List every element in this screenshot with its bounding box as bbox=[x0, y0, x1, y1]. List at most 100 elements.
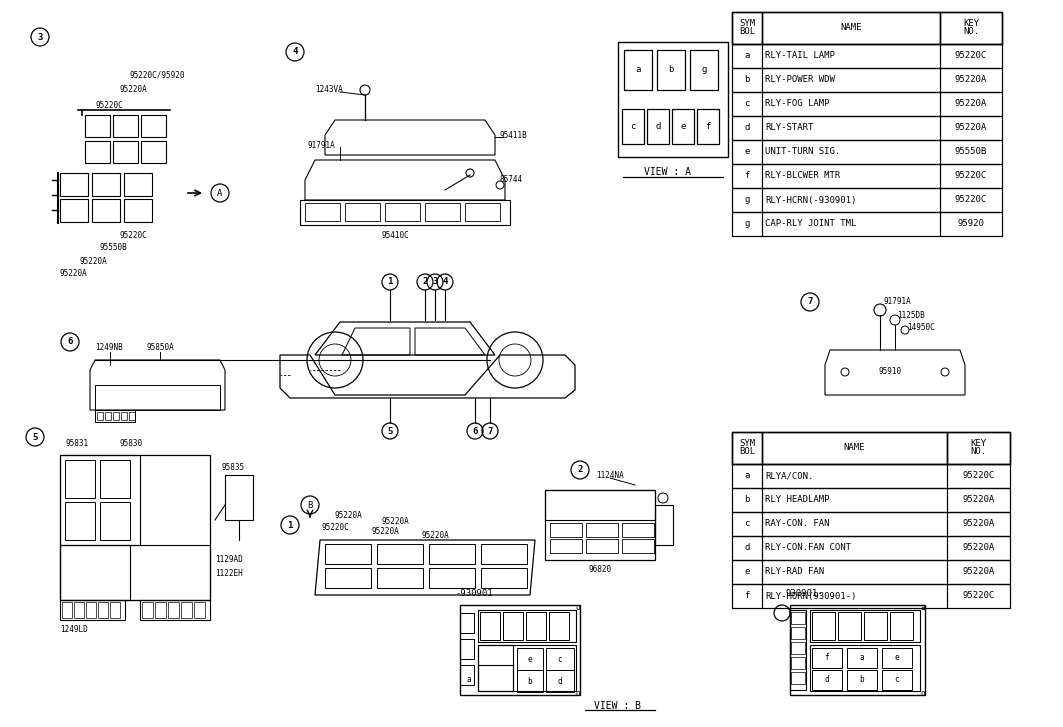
Bar bbox=[940, 116, 1002, 140]
Bar bbox=[732, 464, 762, 488]
Text: 3: 3 bbox=[37, 33, 43, 41]
Bar bbox=[790, 605, 925, 695]
Text: BOL: BOL bbox=[739, 448, 755, 457]
Text: RLY-CON.FAN CONT: RLY-CON.FAN CONT bbox=[765, 544, 851, 553]
Text: 95220C: 95220C bbox=[321, 523, 349, 532]
Bar bbox=[732, 68, 762, 92]
Text: 95220A: 95220A bbox=[962, 520, 995, 529]
Text: 96820: 96820 bbox=[589, 566, 611, 574]
Bar bbox=[732, 432, 1010, 464]
Text: c: c bbox=[558, 654, 562, 664]
Bar bbox=[181, 602, 192, 618]
Text: VIEW : A: VIEW : A bbox=[644, 167, 692, 177]
Bar bbox=[947, 560, 1010, 584]
Bar bbox=[732, 92, 762, 116]
Bar bbox=[480, 544, 527, 564]
Bar bbox=[65, 502, 95, 540]
Text: 95910: 95910 bbox=[878, 368, 901, 377]
Bar bbox=[526, 612, 546, 640]
Bar bbox=[622, 523, 654, 537]
Text: g: g bbox=[702, 65, 707, 74]
Bar bbox=[762, 584, 947, 608]
Text: BOL: BOL bbox=[739, 28, 755, 36]
Bar bbox=[847, 648, 877, 668]
Text: 930901-: 930901- bbox=[784, 588, 823, 598]
Bar bbox=[465, 203, 500, 221]
Text: 1249LD: 1249LD bbox=[60, 625, 88, 635]
Text: 95220C: 95220C bbox=[962, 472, 995, 481]
Bar bbox=[940, 12, 1002, 44]
Bar bbox=[425, 203, 460, 221]
Text: RLY HEADLAMP: RLY HEADLAMP bbox=[765, 496, 829, 505]
Bar bbox=[300, 200, 510, 225]
Bar bbox=[732, 464, 1010, 488]
Bar bbox=[113, 115, 138, 137]
Text: NO.: NO. bbox=[963, 28, 979, 36]
Text: 6: 6 bbox=[67, 337, 72, 347]
Text: 1125DB: 1125DB bbox=[897, 310, 925, 319]
Bar bbox=[810, 610, 919, 642]
Bar bbox=[762, 140, 940, 164]
Text: a: a bbox=[921, 603, 925, 611]
Bar bbox=[812, 612, 836, 640]
Bar bbox=[732, 116, 1002, 140]
Bar bbox=[622, 539, 654, 553]
Text: NO.: NO. bbox=[971, 448, 986, 457]
Text: g: g bbox=[744, 220, 749, 228]
Text: NAME: NAME bbox=[844, 443, 865, 452]
Bar bbox=[92, 173, 120, 196]
Bar bbox=[124, 173, 152, 196]
Bar bbox=[940, 140, 1002, 164]
Bar bbox=[732, 140, 1002, 164]
Bar bbox=[732, 584, 762, 608]
Bar bbox=[732, 584, 1010, 608]
Text: 1129AD: 1129AD bbox=[215, 555, 242, 564]
Text: 95830: 95830 bbox=[120, 438, 144, 448]
Bar bbox=[60, 545, 210, 600]
Bar bbox=[947, 464, 1010, 488]
Bar bbox=[586, 539, 618, 553]
Bar bbox=[732, 512, 1010, 536]
Bar bbox=[838, 612, 861, 640]
Text: B: B bbox=[307, 500, 313, 510]
Text: 2: 2 bbox=[422, 278, 427, 286]
Text: b: b bbox=[744, 496, 749, 505]
Bar bbox=[550, 539, 583, 553]
Bar bbox=[791, 657, 805, 669]
Bar bbox=[791, 672, 805, 684]
Text: 95920: 95920 bbox=[958, 220, 984, 228]
Text: 1249NB: 1249NB bbox=[95, 343, 122, 353]
Text: 95220A: 95220A bbox=[421, 531, 449, 539]
Text: e: e bbox=[680, 122, 686, 131]
Bar bbox=[105, 412, 111, 420]
Text: RLYA/CON.: RLYA/CON. bbox=[765, 472, 813, 481]
Text: e: e bbox=[744, 148, 749, 156]
Text: 7: 7 bbox=[487, 427, 492, 435]
Text: a: a bbox=[467, 675, 471, 685]
Bar bbox=[325, 568, 371, 588]
Text: a: a bbox=[860, 654, 864, 662]
Bar bbox=[545, 490, 655, 560]
Text: d: d bbox=[558, 677, 562, 686]
Bar bbox=[60, 455, 210, 600]
Bar bbox=[121, 412, 126, 420]
Bar bbox=[141, 141, 166, 163]
Bar bbox=[657, 50, 685, 90]
Text: c: c bbox=[744, 100, 749, 108]
Bar bbox=[155, 602, 166, 618]
Text: 95220A: 95220A bbox=[120, 86, 148, 95]
Bar bbox=[810, 645, 919, 691]
Text: 91791A: 91791A bbox=[307, 140, 335, 150]
Bar bbox=[847, 670, 877, 690]
Text: 95220A: 95220A bbox=[955, 124, 988, 132]
Text: f: f bbox=[744, 172, 749, 180]
Bar bbox=[732, 12, 762, 44]
Text: 95831: 95831 bbox=[65, 438, 88, 448]
Text: b: b bbox=[744, 76, 749, 84]
Bar bbox=[305, 203, 340, 221]
Text: e: e bbox=[744, 568, 749, 577]
Bar bbox=[732, 512, 762, 536]
Bar bbox=[113, 412, 119, 420]
Bar bbox=[86, 602, 96, 618]
Text: 3: 3 bbox=[433, 278, 438, 286]
